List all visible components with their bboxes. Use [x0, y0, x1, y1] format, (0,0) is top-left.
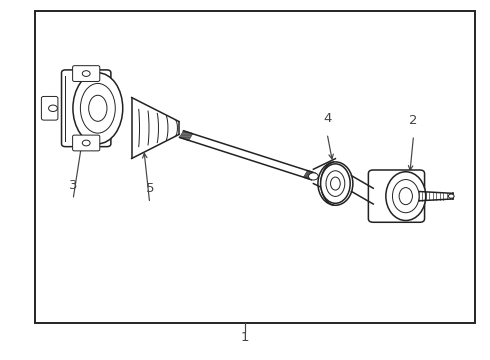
FancyBboxPatch shape: [62, 70, 111, 147]
Ellipse shape: [386, 172, 426, 221]
Text: 1: 1: [241, 331, 249, 344]
Polygon shape: [179, 131, 316, 180]
FancyBboxPatch shape: [368, 170, 424, 222]
Ellipse shape: [73, 73, 123, 144]
Polygon shape: [419, 192, 453, 201]
Ellipse shape: [399, 188, 413, 205]
Text: 5: 5: [146, 183, 154, 195]
Text: 3: 3: [69, 179, 77, 192]
Circle shape: [82, 140, 90, 146]
Circle shape: [309, 173, 318, 180]
Ellipse shape: [331, 177, 340, 190]
Ellipse shape: [320, 164, 350, 203]
Circle shape: [82, 71, 90, 76]
FancyBboxPatch shape: [73, 66, 100, 81]
FancyBboxPatch shape: [73, 135, 100, 151]
Ellipse shape: [326, 171, 345, 197]
Circle shape: [448, 194, 454, 198]
Ellipse shape: [80, 84, 115, 133]
Circle shape: [49, 105, 57, 112]
Polygon shape: [132, 98, 179, 158]
Text: 2: 2: [409, 114, 418, 127]
Text: 4: 4: [323, 112, 331, 126]
Ellipse shape: [89, 95, 107, 121]
FancyBboxPatch shape: [41, 96, 58, 120]
Polygon shape: [351, 176, 373, 204]
Ellipse shape: [392, 180, 419, 213]
Polygon shape: [314, 159, 335, 194]
